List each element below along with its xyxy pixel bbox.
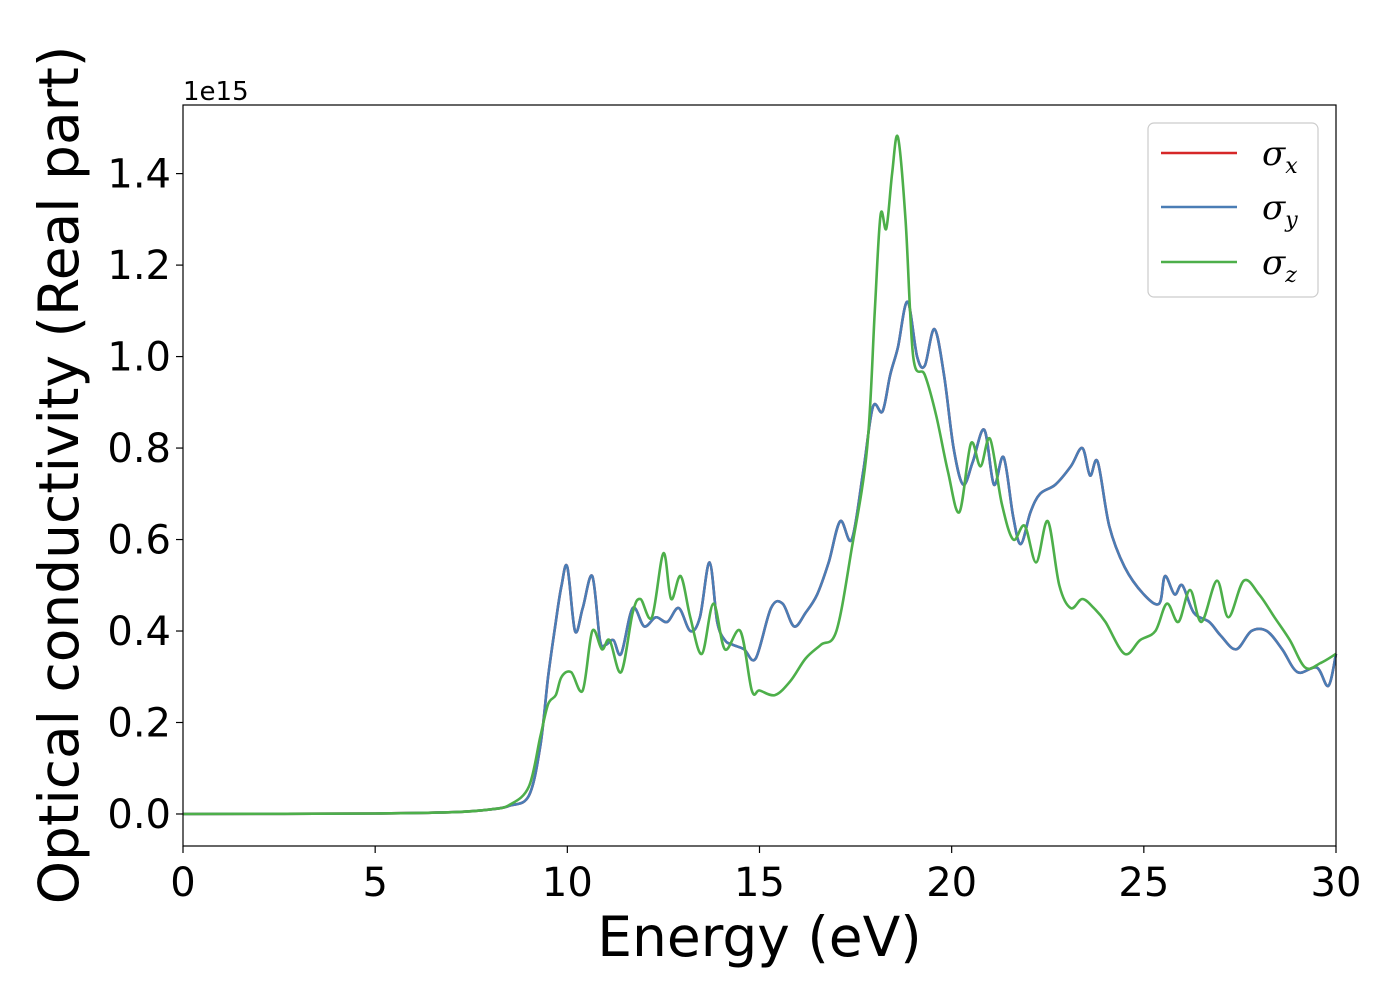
y-tick-label: 1.2 [107, 243, 171, 289]
series-line-y [182, 300, 1338, 816]
x-tick-label: 5 [362, 860, 387, 906]
y-offset-label: 1e15 [183, 77, 249, 107]
x-axis-label: Energy (eV) [597, 905, 921, 969]
y-tick-label: 1.4 [107, 152, 171, 198]
plot-lines [182, 134, 1338, 816]
x-tick-label: 25 [1118, 860, 1169, 906]
x-axis-ticks: 0 5 10 15 20 25 30 [170, 846, 1361, 906]
x-tick-label: 30 [1311, 860, 1362, 906]
y-axis-label: Optical conductivity (Real part) [27, 46, 91, 905]
x-tick-label: 10 [542, 860, 593, 906]
y-tick-label: 0.0 [107, 792, 171, 838]
y-tick-label: 1.0 [107, 335, 171, 381]
x-tick-label: 15 [734, 860, 785, 906]
x-tick-label: 20 [926, 860, 977, 906]
y-tick-label: 0.8 [107, 426, 171, 472]
x-tick-label: 0 [170, 860, 195, 906]
y-axis-ticks: 0.0 0.2 0.4 0.6 0.8 1.0 1.2 1.4 [107, 152, 183, 838]
y-tick-label: 0.2 [107, 701, 171, 747]
y-tick-label: 0.4 [107, 609, 171, 655]
y-tick-label: 0.6 [107, 518, 171, 564]
legend-box [1147, 122, 1319, 298]
series-line-z [182, 134, 1337, 816]
